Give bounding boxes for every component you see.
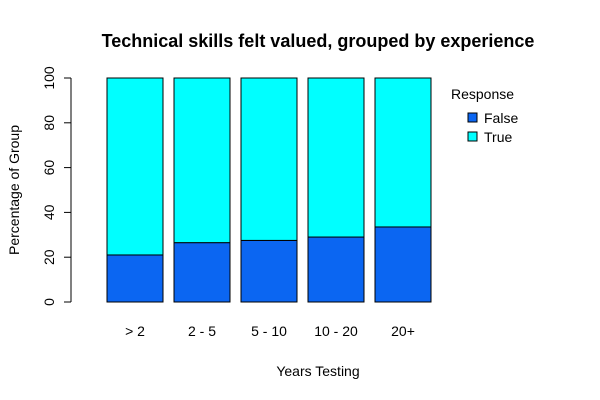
legend-swatch-false <box>467 112 478 123</box>
y-tick-label: 20 <box>41 249 57 265</box>
bar-true-4 <box>374 77 432 228</box>
x-tick-label: 20+ <box>391 323 415 339</box>
y-tick-label: 60 <box>41 160 57 176</box>
x-tick-label: 2 - 5 <box>188 323 216 339</box>
bar-true-3 <box>307 77 365 238</box>
legend-label-true: True <box>484 129 512 145</box>
y-tick-label: 80 <box>41 115 57 131</box>
bar-false-0 <box>106 254 164 303</box>
y-tick-label: 0 <box>41 298 57 306</box>
x-axis-label: Years Testing <box>276 363 359 379</box>
bar-true-2 <box>240 77 298 241</box>
legend-swatch-true <box>467 131 478 142</box>
bar-false-1 <box>173 242 231 303</box>
bar-true-0 <box>106 77 164 256</box>
y-tick-label: 40 <box>41 204 57 220</box>
bar-true-1 <box>173 77 231 244</box>
x-tick-label: > 2 <box>125 323 145 339</box>
x-tick-labels: > 2 2 - 5 5 - 10 10 - 20 20+ <box>125 323 415 339</box>
y-tick-label: 100 <box>41 66 57 90</box>
bar-false-4 <box>374 226 432 303</box>
x-tick-label: 5 - 10 <box>251 323 287 339</box>
x-tick-label: 10 - 20 <box>314 323 358 339</box>
legend: Response False True <box>451 86 518 145</box>
y-axis: 0 20 40 60 80 100 <box>41 66 72 306</box>
legend-label-false: False <box>484 110 518 126</box>
chart-title: Technical skills felt valued, grouped by… <box>102 31 535 51</box>
bar-false-2 <box>240 239 298 303</box>
bar-false-3 <box>307 236 365 303</box>
y-axis-label: Percentage of Group <box>6 125 22 255</box>
legend-title: Response <box>451 86 514 102</box>
bars-group <box>106 77 432 303</box>
